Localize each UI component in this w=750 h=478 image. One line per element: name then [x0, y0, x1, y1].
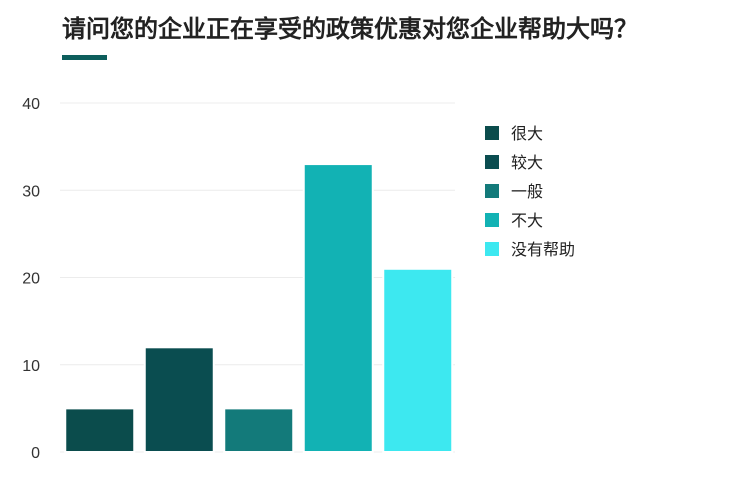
legend-swatch: [485, 126, 499, 140]
y-tick-label: 0: [31, 445, 40, 462]
legend-label: 不大: [511, 211, 543, 230]
y-axis-ticks: 0 10 20 30 40: [22, 96, 40, 462]
legend-label: 较大: [511, 153, 543, 172]
legend-swatch: [485, 213, 499, 227]
legend-swatch: [485, 184, 499, 198]
bar-5[interactable]: [382, 267, 454, 453]
legend-label: 没有帮助: [511, 240, 575, 259]
legend-label: 一般: [511, 182, 543, 201]
bar-2[interactable]: [143, 346, 215, 453]
bar-1[interactable]: [64, 407, 136, 453]
chart-title: 请问您的企业正在享受的政策优惠对您企业帮助大吗？: [62, 15, 638, 43]
y-tick-label: 40: [22, 96, 40, 113]
y-tick-label: 30: [22, 183, 40, 200]
bar-3[interactable]: [223, 407, 295, 453]
y-tick-label: 20: [22, 271, 40, 288]
bars: [64, 163, 454, 453]
legend-swatch: [485, 242, 499, 256]
bar-4[interactable]: [302, 163, 374, 453]
y-tick-label: 10: [22, 358, 40, 375]
title-accent-bar: [62, 55, 107, 60]
legend-label: 很大: [511, 124, 543, 143]
legend-swatch: [485, 155, 499, 169]
